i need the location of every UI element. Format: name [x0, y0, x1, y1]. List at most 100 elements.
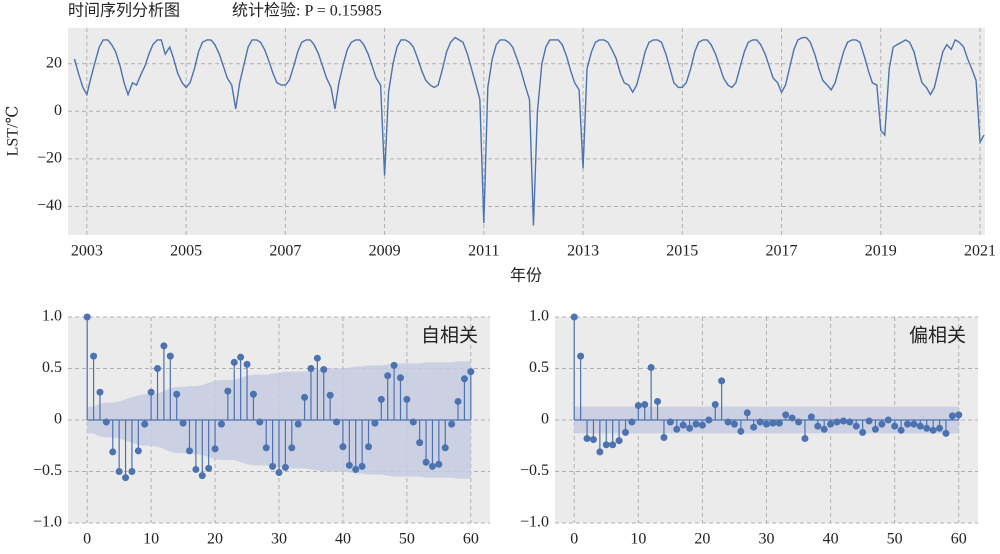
- stem-marker: [301, 393, 309, 401]
- stem-marker: [916, 422, 924, 430]
- stem-marker: [192, 465, 200, 473]
- stem-marker: [948, 412, 956, 420]
- stem-marker: [83, 313, 91, 321]
- x-tick-label: 2005: [170, 243, 202, 260]
- stem-marker: [128, 468, 136, 475]
- stem-marker: [435, 460, 443, 468]
- plot-area: [68, 28, 985, 235]
- stem-marker: [839, 417, 847, 425]
- stem-marker: [577, 352, 585, 360]
- stem-marker: [256, 418, 264, 426]
- y-axis-label: LST/℃: [5, 106, 22, 157]
- stem-marker: [622, 428, 629, 436]
- stem-marker: [275, 469, 283, 477]
- y-tick-label: −1.0: [33, 514, 62, 531]
- x-tick-label: 2009: [369, 243, 401, 260]
- x-tick-label: 0: [570, 531, 578, 548]
- stem-marker: [345, 461, 353, 469]
- stem-marker: [679, 421, 687, 429]
- stem-marker: [454, 397, 462, 405]
- x-tick-label: 50: [887, 531, 903, 548]
- stem-marker: [371, 419, 379, 427]
- y-tick-label: 0: [541, 411, 549, 428]
- x-tick-label: 30: [271, 531, 287, 548]
- stem-marker: [897, 426, 905, 434]
- stem-marker: [737, 427, 745, 435]
- x-tick-label: 2007: [269, 243, 301, 260]
- stem-marker: [422, 458, 430, 466]
- stem-marker: [352, 465, 360, 473]
- stem-marker: [224, 387, 232, 395]
- stem-marker: [249, 390, 257, 398]
- stem-marker: [641, 401, 649, 409]
- stem-marker: [782, 411, 790, 419]
- stem-marker: [237, 353, 245, 361]
- stem-marker: [609, 441, 617, 449]
- stem-marker: [147, 388, 155, 396]
- stem-marker: [294, 420, 302, 428]
- y-tick-label: 0.5: [529, 359, 549, 376]
- stem-marker: [705, 416, 713, 424]
- stem-marker: [416, 439, 424, 447]
- stem-marker: [102, 418, 110, 426]
- chart-title: 时间序列分析图: [68, 2, 180, 20]
- stem-marker: [730, 420, 738, 428]
- stem-marker: [115, 468, 123, 475]
- stem-marker: [692, 420, 700, 428]
- stem-marker: [929, 426, 937, 434]
- stem-marker: [365, 443, 373, 451]
- stem-marker: [403, 395, 411, 403]
- stem-marker: [904, 420, 911, 428]
- stem-marker: [358, 462, 366, 470]
- stem-marker: [173, 390, 181, 398]
- panel-label: 自相关: [421, 324, 478, 346]
- stem-marker: [936, 424, 944, 432]
- stem-marker: [333, 418, 341, 426]
- stem-marker: [409, 418, 417, 426]
- stem-marker: [923, 424, 931, 432]
- x-tick-label: 2015: [666, 243, 698, 260]
- y-tick-label: −40: [37, 197, 62, 214]
- x-tick-label: 40: [823, 531, 839, 548]
- x-tick-label: 2017: [766, 243, 798, 260]
- stem-marker: [602, 441, 610, 449]
- stem-marker: [628, 418, 636, 426]
- stem-marker: [307, 365, 315, 372]
- stem-marker: [467, 368, 475, 376]
- stem-marker: [230, 358, 238, 366]
- stem-marker: [134, 447, 142, 455]
- x-tick-label: 20: [207, 531, 223, 548]
- stem-marker: [141, 420, 149, 428]
- x-tick-label: 2019: [865, 243, 897, 260]
- stem-marker: [743, 409, 751, 417]
- stem-marker: [384, 372, 392, 380]
- y-tick-label: −0.5: [33, 462, 62, 479]
- y-tick-label: 0.5: [42, 359, 62, 376]
- stem-marker: [763, 420, 770, 428]
- stem-marker: [96, 388, 104, 396]
- y-tick-label: 20: [46, 54, 62, 71]
- stem-marker: [801, 435, 809, 443]
- stem-marker: [179, 419, 187, 427]
- x-tick-label: 2003: [71, 243, 103, 260]
- x-tick-label: 2013: [567, 243, 599, 260]
- stem-marker: [865, 417, 873, 425]
- stem-marker: [942, 429, 950, 437]
- stem-marker: [756, 418, 764, 426]
- stem-marker: [769, 419, 777, 427]
- stem-marker: [122, 474, 130, 482]
- stem-marker: [718, 377, 726, 385]
- stem-marker: [583, 435, 591, 443]
- stem-marker: [871, 425, 879, 433]
- stem-marker: [281, 463, 289, 471]
- stem-marker: [269, 462, 277, 470]
- stem-marker: [396, 374, 404, 382]
- y-tick-label: 0: [54, 411, 62, 428]
- x-tick-label: 50: [399, 531, 415, 548]
- stem-marker: [288, 444, 296, 452]
- y-tick-label: 0: [54, 102, 62, 119]
- stem-marker: [775, 419, 783, 427]
- stem-marker: [326, 391, 334, 399]
- stem-marker: [884, 416, 892, 424]
